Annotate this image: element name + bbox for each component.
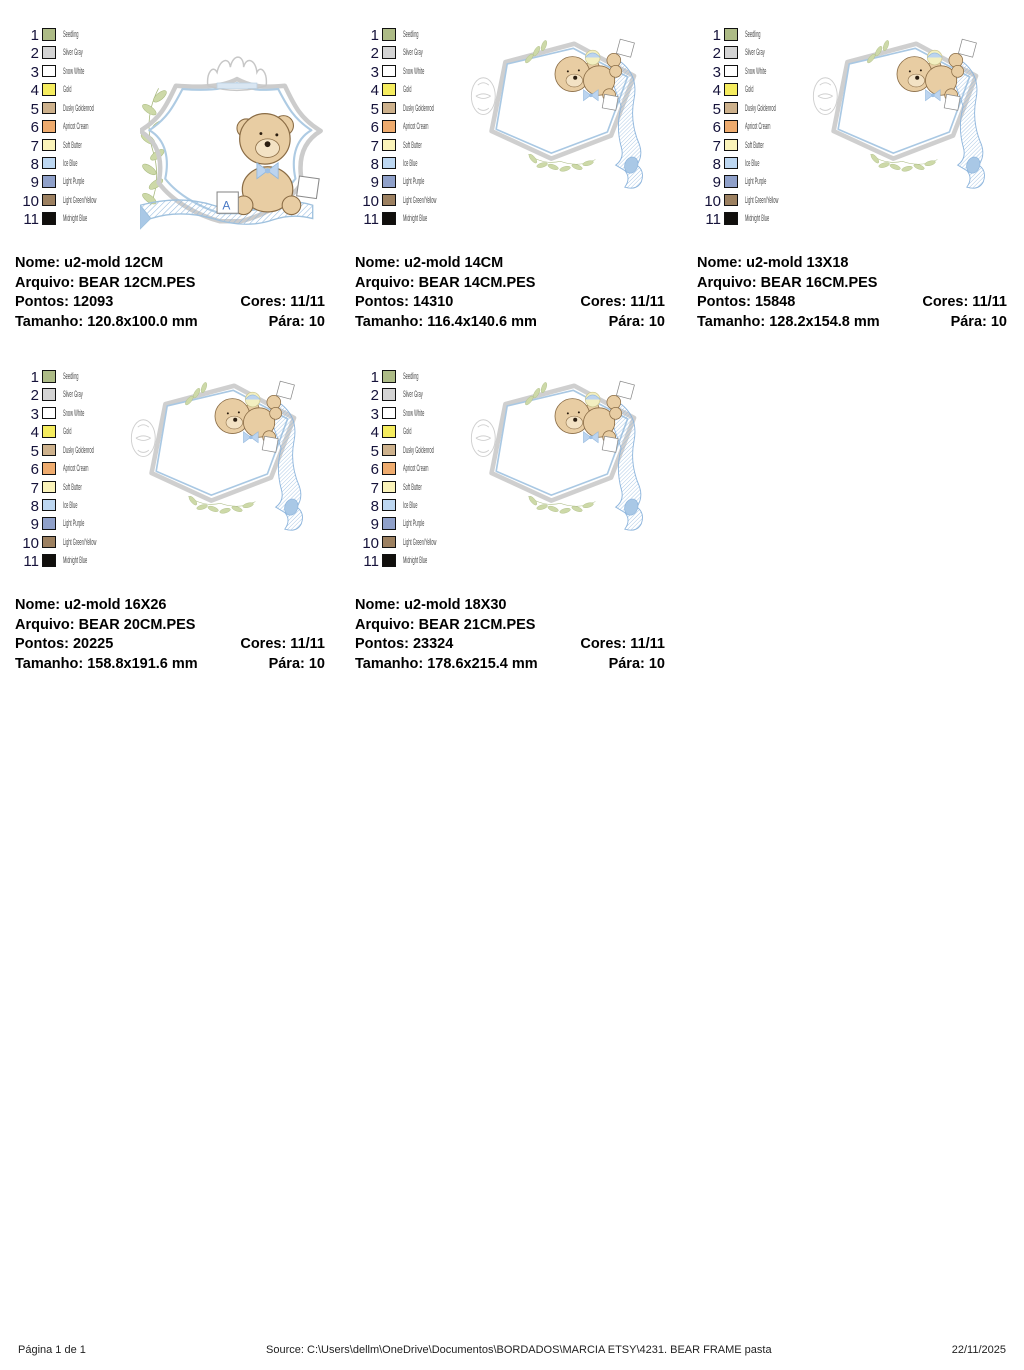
svg-text:A: A (222, 198, 230, 212)
